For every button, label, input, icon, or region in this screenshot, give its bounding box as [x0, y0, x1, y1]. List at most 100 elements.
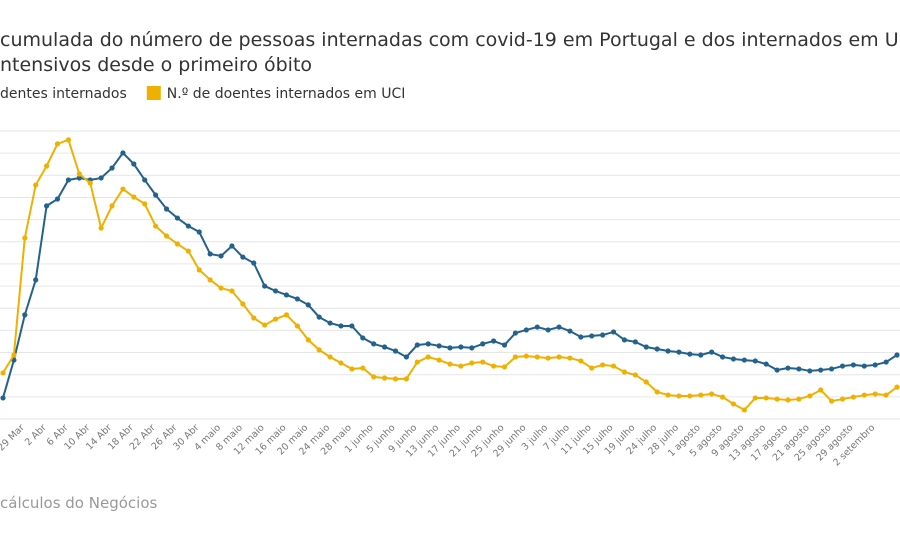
chart-title: cumulada do número de pessoas internadas…: [0, 29, 900, 51]
data-point: [44, 163, 50, 169]
data-point: [469, 360, 475, 366]
data-point: [240, 301, 246, 307]
data-point: [567, 355, 573, 361]
data-point: [600, 332, 606, 338]
data-point: [741, 357, 747, 363]
data-point: [687, 351, 693, 357]
data-point: [185, 223, 191, 229]
data-point: [458, 363, 464, 369]
data-point: [381, 344, 388, 350]
data-point: [153, 192, 159, 198]
data-point: [98, 175, 104, 181]
data-point: [545, 327, 551, 333]
data-point: [828, 366, 835, 372]
data-point: [120, 186, 126, 192]
data-point: [785, 397, 791, 403]
data-point: [894, 352, 900, 358]
data-point: [207, 277, 213, 283]
data-point: [272, 288, 279, 294]
data-point: [425, 341, 431, 347]
data-point: [719, 354, 726, 360]
data-point: [0, 395, 6, 401]
data-point: [196, 267, 202, 273]
data-point: [283, 292, 290, 298]
data-point: [610, 363, 617, 369]
data-point: [501, 342, 508, 348]
data-point: [665, 348, 671, 354]
data-point: [643, 379, 649, 385]
data-point: [316, 347, 322, 353]
data-point: [360, 335, 366, 341]
data-point: [469, 345, 475, 351]
data-point: [403, 354, 409, 360]
data-point: [381, 375, 388, 381]
data-point: [76, 171, 82, 177]
data-point: [218, 253, 224, 259]
data-point: [120, 150, 126, 156]
data-point: [807, 368, 813, 374]
data-point: [414, 359, 420, 365]
data-point: [229, 243, 235, 249]
legend-label: N.º de doentes internados em UCI: [167, 86, 406, 102]
data-point: [741, 407, 747, 413]
data-point: [338, 323, 344, 329]
chart-title: ntensivos desde o primeiro óbito: [0, 54, 312, 76]
data-point: [850, 394, 856, 400]
data-point: [883, 392, 889, 398]
x-tick-label: 2 Abr: [23, 422, 49, 448]
data-point: [796, 396, 802, 402]
data-point: [65, 137, 72, 143]
data-point: [371, 341, 377, 347]
data-point: [491, 363, 497, 369]
data-point: [512, 354, 519, 360]
data-point: [262, 283, 268, 289]
data-point: [11, 352, 17, 358]
data-point: [294, 323, 300, 329]
data-point: [632, 339, 638, 345]
data-point: [403, 376, 409, 382]
data-point: [76, 175, 82, 181]
data-point: [480, 359, 486, 365]
data-point: [327, 354, 333, 360]
data-point: [600, 362, 606, 368]
data-point: [763, 361, 769, 367]
data-point: [709, 349, 715, 355]
x-tick-label: 29 Mar: [0, 422, 27, 453]
data-point: [480, 341, 486, 347]
data-point: [654, 389, 660, 395]
data-point: [316, 314, 322, 320]
data-point: [229, 288, 235, 294]
data-point: [523, 353, 529, 359]
data-point: [687, 393, 693, 399]
data-point: [545, 355, 551, 361]
data-point: [501, 364, 508, 370]
data-point: [654, 346, 660, 352]
data-point: [436, 357, 442, 363]
data-point: [491, 338, 497, 344]
data-point: [338, 360, 344, 366]
data-point: [349, 323, 355, 329]
data-point: [523, 327, 529, 333]
data-point: [872, 362, 878, 368]
data-point: [305, 302, 311, 308]
data-point: [22, 235, 28, 241]
series-line: [2, 138, 898, 412]
data-point: [632, 372, 638, 378]
data-point: [174, 215, 181, 221]
data-point: [109, 203, 115, 209]
data-point: [185, 248, 191, 254]
data-point: [251, 260, 257, 266]
data-point: [709, 391, 715, 397]
data-point: [839, 363, 846, 369]
data-point: [861, 392, 867, 398]
data-point: [785, 365, 791, 371]
data-point: [621, 337, 628, 343]
data-point: [894, 384, 900, 390]
data-point: [567, 328, 573, 334]
series: [0, 137, 900, 413]
data-point: [578, 358, 584, 364]
data-point: [589, 333, 595, 339]
data-point: [818, 367, 824, 373]
data-point: [752, 358, 758, 364]
